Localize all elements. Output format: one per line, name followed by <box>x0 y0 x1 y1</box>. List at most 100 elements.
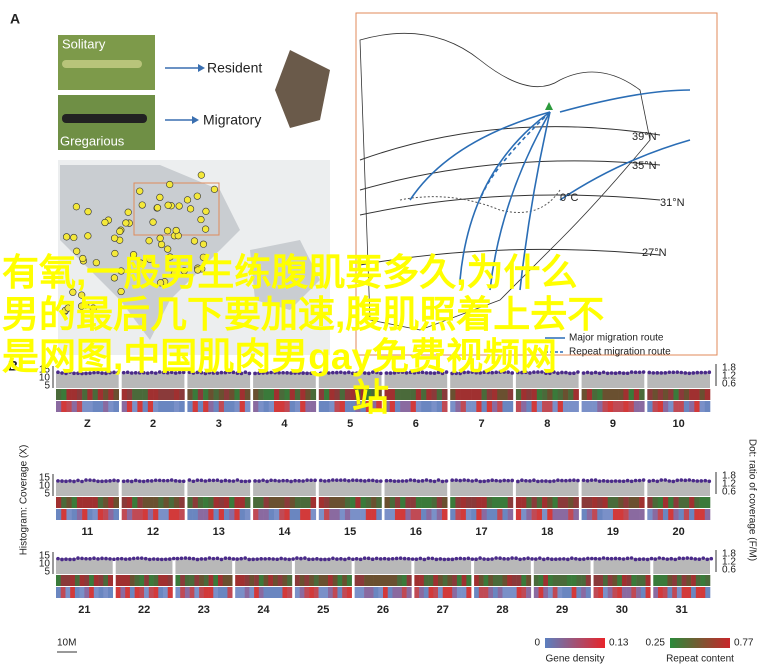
land <box>60 165 240 340</box>
site <box>84 208 92 216</box>
chromosome-label: 5 <box>347 418 353 430</box>
ratio-dot <box>675 478 680 483</box>
ratio-dot <box>347 556 351 561</box>
gene-cell <box>507 509 514 520</box>
gene-cell <box>421 509 427 520</box>
ratio-dot <box>458 556 463 561</box>
y-tick-label: 5 <box>44 381 50 392</box>
gene-cell <box>568 509 574 520</box>
repeat-cell <box>223 497 230 508</box>
gene-cell <box>392 587 398 598</box>
gene-cell <box>258 509 264 520</box>
gene-cell <box>258 401 264 412</box>
ratio-dot <box>657 556 662 560</box>
y2-tick-label: 0.6 <box>722 379 736 390</box>
repeat-cell <box>71 497 78 508</box>
gene-cell <box>229 401 235 412</box>
gene-cell <box>365 401 372 412</box>
repeat-cell <box>410 389 417 400</box>
repeat-cell <box>607 575 613 586</box>
land <box>250 240 320 310</box>
gene-cell <box>239 509 246 520</box>
gene-cell <box>607 401 614 412</box>
site <box>137 259 145 267</box>
gene-cell <box>547 509 553 520</box>
repeat-cell <box>699 497 706 508</box>
ratio-dot <box>112 557 116 562</box>
ratio-dot <box>703 370 708 375</box>
ratio-dot <box>426 556 431 561</box>
ratio-dot <box>582 557 586 561</box>
ratio-dot <box>56 370 60 374</box>
ratio-dot <box>183 556 188 560</box>
repeat-cell <box>497 389 503 400</box>
ratio-dot <box>72 479 76 484</box>
repeat-cell <box>668 497 674 508</box>
repeat-cell <box>547 497 553 508</box>
repeat-cell <box>313 575 319 586</box>
chromosome-label: Z <box>84 418 91 430</box>
gene-cell <box>557 587 563 598</box>
coverage <box>187 480 251 496</box>
gene-cell <box>309 587 315 598</box>
ratio-dot <box>432 479 437 484</box>
chromosome-label: 23 <box>198 604 210 616</box>
ratio-dot <box>593 370 598 375</box>
gene-cell <box>699 401 706 412</box>
insect <box>62 114 147 123</box>
site <box>62 233 71 241</box>
ratio-dot <box>351 478 355 482</box>
ratio-dot <box>396 370 401 374</box>
ratio-dot <box>96 479 100 484</box>
ratio-dot <box>412 371 417 375</box>
ratio-dot <box>540 479 544 483</box>
repeat-cell <box>121 497 128 508</box>
repeat-cell <box>253 389 259 400</box>
repeat-cell <box>387 575 393 586</box>
repeat-cell <box>144 575 150 586</box>
repeat-cell <box>442 575 448 586</box>
repeat-cell <box>414 575 420 586</box>
repeat-cell <box>294 575 300 586</box>
gene-cell <box>203 401 209 412</box>
gene-cell <box>653 587 659 598</box>
gene-cell <box>683 509 690 520</box>
ratio-dot <box>422 557 427 562</box>
ratio-dot <box>699 479 704 483</box>
gene-cell <box>148 587 154 598</box>
repeat-cell <box>76 389 83 400</box>
ratio-dot <box>578 557 582 562</box>
ratio-dot <box>510 478 514 483</box>
gene-cell <box>486 509 493 520</box>
colorbar-max: 0.13 <box>609 638 629 649</box>
repeat-cell <box>426 389 432 400</box>
repeat-cell <box>229 497 235 508</box>
gene-cell <box>557 401 564 412</box>
ratio-dot <box>498 479 503 483</box>
repeat-cell <box>681 575 687 586</box>
gene-cell <box>121 509 128 520</box>
ratio-dot <box>273 478 277 483</box>
repeat-cell <box>187 497 193 508</box>
repeat-cell <box>647 389 653 400</box>
isotherm <box>359 194 661 216</box>
gene-cell <box>103 587 109 598</box>
site <box>116 227 124 236</box>
ratio-dot <box>625 371 630 376</box>
ratio-dot <box>289 371 293 375</box>
repeat-cell <box>371 389 377 400</box>
route <box>489 111 551 291</box>
route <box>559 89 691 113</box>
gene-cell <box>515 509 522 520</box>
ratio-dot <box>191 479 196 484</box>
ratio-dot <box>420 370 425 375</box>
gene-cell <box>344 509 351 520</box>
repeat-cell <box>526 497 532 508</box>
gene-cell <box>364 587 370 598</box>
gene-cell <box>339 401 346 412</box>
gene-cell <box>384 509 391 520</box>
repeat-cell <box>394 389 401 400</box>
repeat-cell <box>704 497 711 508</box>
ratio-dot <box>709 556 714 561</box>
ratio-dot <box>601 479 606 483</box>
